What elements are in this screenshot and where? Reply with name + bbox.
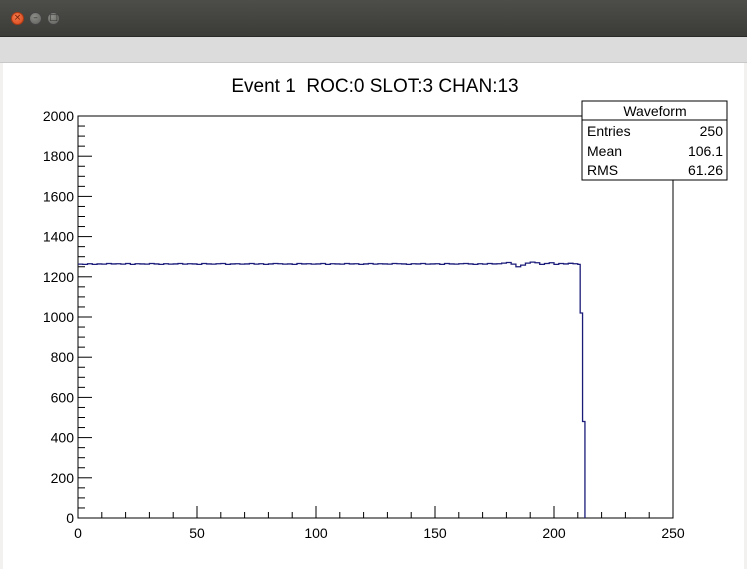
stats-box[interactable]: Waveform Entries 250 Mean 106.1 RMS 61.2…	[581, 100, 728, 181]
x-tick-label: 200	[542, 525, 566, 541]
histogram-chart: Event 1 ROC:0 SLOT:3 CHAN:13 0 50 100 150 20…	[43, 76, 728, 541]
minimize-icon: –	[33, 13, 38, 23]
y-tick-label: 2000	[43, 108, 74, 124]
y-tick-label: 1000	[43, 309, 74, 325]
waveform-series-line	[78, 261, 586, 518]
plot-canvas[interactable]: Event 1 ROC:0 SLOT:3 CHAN:13 0 50 100 150 20…	[3, 63, 744, 569]
x-tick-label: 150	[423, 525, 447, 541]
x-tick-label: 250	[661, 525, 685, 541]
x-tick-label: 100	[304, 525, 328, 541]
y-tick-label: 1200	[43, 269, 74, 285]
y-tick-label: 800	[51, 349, 75, 365]
y-tick-label: 1800	[43, 148, 74, 164]
stats-rms-label: RMS	[587, 162, 618, 178]
window-minimize-button[interactable]: –	[29, 12, 42, 25]
y-tick-label: 1600	[43, 188, 74, 204]
stats-mean-value: 106.1	[688, 143, 723, 159]
y-tick-label: 400	[51, 430, 75, 446]
x-tick-label: 0	[74, 525, 82, 541]
y-tick-label: 0	[66, 510, 74, 526]
stats-box-title: Waveform	[623, 103, 686, 119]
stats-mean-label: Mean	[587, 143, 622, 159]
stats-rms-value: 61.26	[688, 162, 723, 178]
window-close-button[interactable]: ×	[11, 12, 24, 25]
y-tick-label: 200	[51, 470, 75, 486]
y-tick-label: 1400	[43, 229, 74, 245]
y-tick-label: 600	[51, 389, 75, 405]
window-maximize-button[interactable]: □	[47, 12, 60, 25]
chart-title: Event 1 ROC:0 SLOT:3 CHAN:13	[231, 76, 518, 97]
stats-entries-value: 250	[700, 123, 724, 139]
close-icon: ×	[13, 13, 22, 23]
x-tick-label: 50	[189, 525, 205, 541]
stats-entries-label: Entries	[587, 123, 631, 139]
window-titlebar: × – □	[0, 0, 747, 37]
maximize-icon: □	[49, 13, 58, 23]
toolbar-area	[0, 37, 747, 63]
stats-box-frame	[581, 100, 728, 181]
